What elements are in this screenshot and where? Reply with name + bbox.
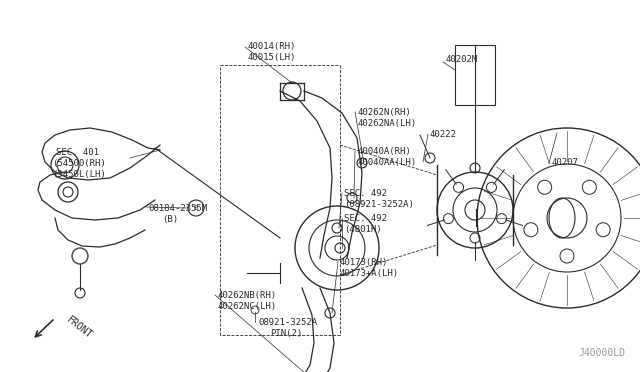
Text: 40015(LH): 40015(LH) (247, 53, 296, 62)
Bar (455, 45, 495, 105)
Text: (08921-3252A): (08921-3252A) (344, 200, 414, 209)
Text: PIN(2): PIN(2) (270, 329, 302, 338)
Text: SEC. 401: SEC. 401 (56, 148, 99, 157)
Text: 40207: 40207 (551, 158, 578, 167)
Text: 40173(RH): 40173(RH) (340, 258, 388, 267)
Text: 40040A(RH): 40040A(RH) (358, 147, 412, 156)
Text: 08921-3252A: 08921-3252A (258, 318, 317, 327)
Text: (B): (B) (162, 215, 178, 224)
Text: B: B (194, 205, 198, 211)
Text: 40014(RH): 40014(RH) (247, 42, 296, 51)
Text: (5450L(LH): (5450L(LH) (52, 170, 106, 179)
Text: SEC. 492: SEC. 492 (344, 214, 387, 223)
Text: 08184-2355M: 08184-2355M (148, 204, 207, 213)
Text: 40202M: 40202M (446, 55, 478, 64)
Text: (54500(RH): (54500(RH) (52, 159, 106, 168)
Text: SEC. 492: SEC. 492 (344, 189, 387, 198)
Text: 40040AA(LH): 40040AA(LH) (358, 158, 417, 167)
Text: (4B01H): (4B01H) (344, 225, 381, 234)
Text: 40262NA(LH): 40262NA(LH) (358, 119, 417, 128)
Text: 40262N(RH): 40262N(RH) (358, 108, 412, 117)
Text: FRONT: FRONT (65, 315, 94, 341)
Text: 40262NB(RH): 40262NB(RH) (218, 291, 277, 300)
Text: 40262NC(LH): 40262NC(LH) (218, 302, 277, 311)
Text: 40222: 40222 (430, 130, 457, 139)
Text: 40173+A(LH): 40173+A(LH) (340, 269, 399, 278)
Text: J40000LD: J40000LD (578, 348, 625, 358)
